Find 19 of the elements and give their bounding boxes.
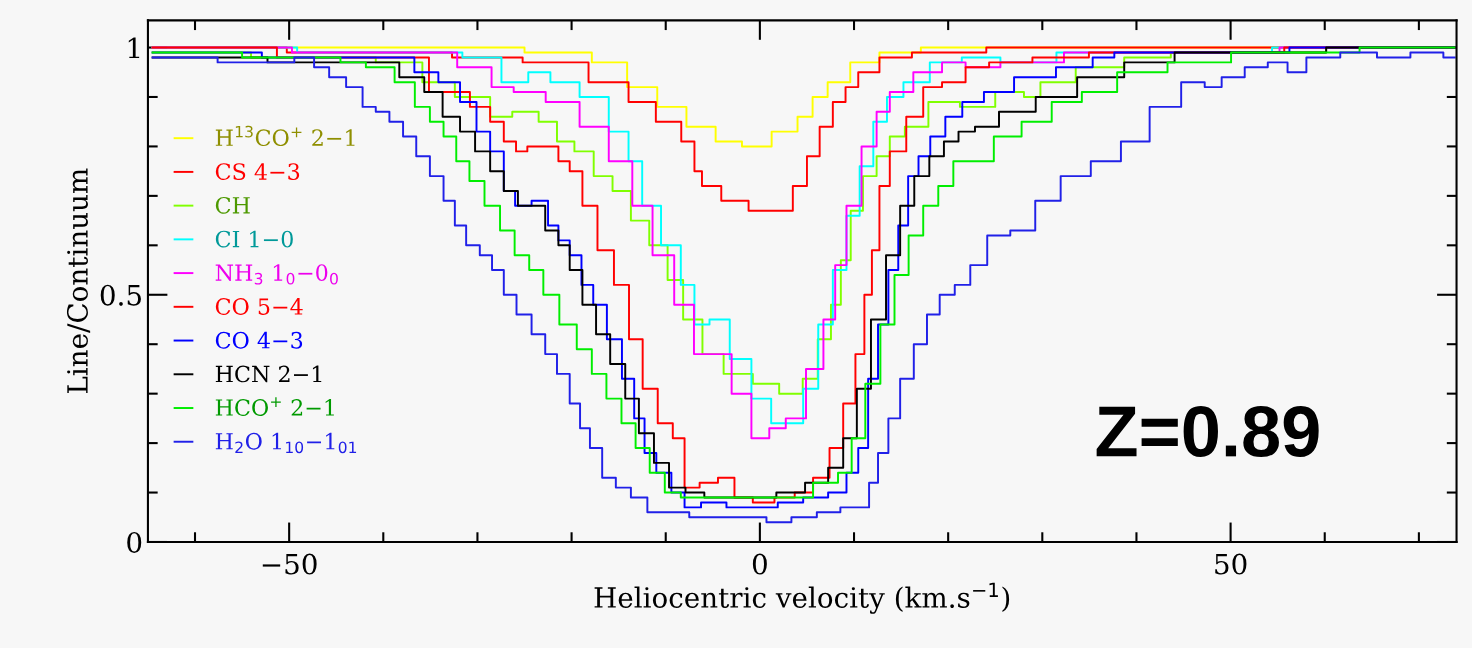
x-tick-label: −50 bbox=[262, 553, 317, 575]
y-tick-label: 1 bbox=[128, 37, 140, 59]
x-tick-label: 0 bbox=[752, 553, 767, 575]
legend-label: H$^{13}$CO$^{+}$ 2−1 bbox=[215, 125, 355, 147]
y-tick-label: 0 bbox=[127, 531, 142, 553]
y-axis-title: Line/Continuum bbox=[66, 168, 91, 394]
legend-label: HCN 2−1 bbox=[215, 365, 322, 383]
legend-label: CO 5−4 bbox=[215, 298, 303, 315]
legend-label: CS 4−3 bbox=[215, 163, 300, 180]
legend-label: CH bbox=[215, 196, 250, 214]
legend-label: CO 4−3 bbox=[215, 331, 303, 349]
annotation: Z=0.89 bbox=[1096, 405, 1319, 458]
legend-label: HCO$^{+}$ 2−1 bbox=[215, 397, 334, 416]
x-axis-title: Heliocentric velocity (km.s$^{−1}$) bbox=[594, 582, 1010, 614]
legend-label: H$_{2}$O 1$_{10}$−1$_{01}$ bbox=[215, 432, 357, 454]
legend-label: NH$_{3}$ 1$_{0}$−0$_{0}$ bbox=[215, 264, 338, 285]
x-tick-label: 50 bbox=[1215, 553, 1247, 575]
y-tick-label: 0.5 bbox=[100, 284, 141, 306]
legend-label: CI 1−0 bbox=[215, 230, 293, 248]
